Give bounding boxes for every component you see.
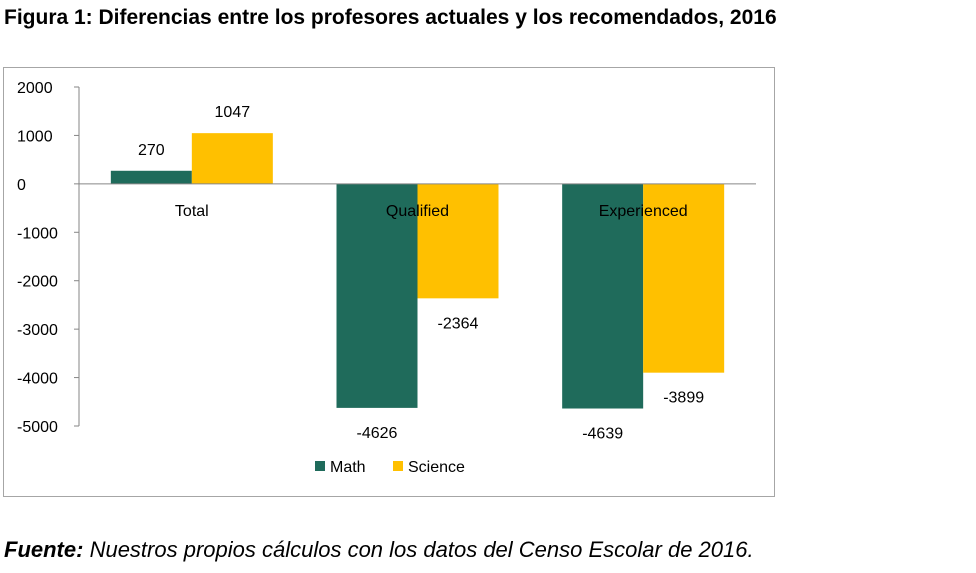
y-tick-label: -3000 bbox=[17, 322, 58, 339]
legend-swatch-science bbox=[393, 461, 403, 471]
chart-area: 2000 1000 0 -1000 -2000 -3000 -4000 -5000 270 -46… bbox=[3, 67, 775, 497]
category-label: Experienced bbox=[599, 203, 688, 220]
data-label: 270 bbox=[138, 142, 165, 159]
category-label: Total bbox=[175, 203, 209, 220]
bar-chart: 2000 1000 0 -1000 -2000 -3000 -4000 -5000 270 -46… bbox=[17, 80, 756, 476]
data-label: -3899 bbox=[663, 390, 704, 407]
legend-label: Science bbox=[408, 459, 465, 476]
source-text: Nuestros propios cálculos con los datos … bbox=[83, 537, 754, 562]
data-label: 1047 bbox=[215, 104, 251, 121]
bar-math-total bbox=[110, 170, 192, 184]
y-tick-label: -2000 bbox=[17, 274, 58, 291]
data-label: -4639 bbox=[582, 426, 623, 443]
y-tick-label: 1000 bbox=[17, 128, 53, 145]
data-label: -2364 bbox=[438, 315, 479, 332]
figure-title: Figura 1: Diferencias entre los profesor… bbox=[4, 6, 777, 29]
bar-math-experienced bbox=[562, 183, 644, 409]
y-tick-label: 2000 bbox=[17, 80, 53, 97]
source-label: Fuente: bbox=[4, 537, 84, 562]
legend-swatch-math bbox=[315, 461, 325, 471]
y-tick-label: -4000 bbox=[17, 371, 58, 388]
y-tick-label: -5000 bbox=[17, 419, 58, 436]
y-tick-label: -1000 bbox=[17, 225, 58, 242]
category-label: Qualified bbox=[386, 203, 449, 220]
bar-science-qualified bbox=[417, 183, 499, 299]
data-label: -4626 bbox=[357, 425, 398, 442]
bar-math-qualified bbox=[336, 183, 418, 408]
bar-science-experienced bbox=[643, 183, 725, 373]
y-tick-label: 0 bbox=[17, 177, 26, 194]
bar-science-total bbox=[191, 133, 273, 184]
source-note: Fuente: Nuestros propios cálculos con lo… bbox=[4, 537, 754, 563]
legend-label: Math bbox=[330, 459, 366, 476]
